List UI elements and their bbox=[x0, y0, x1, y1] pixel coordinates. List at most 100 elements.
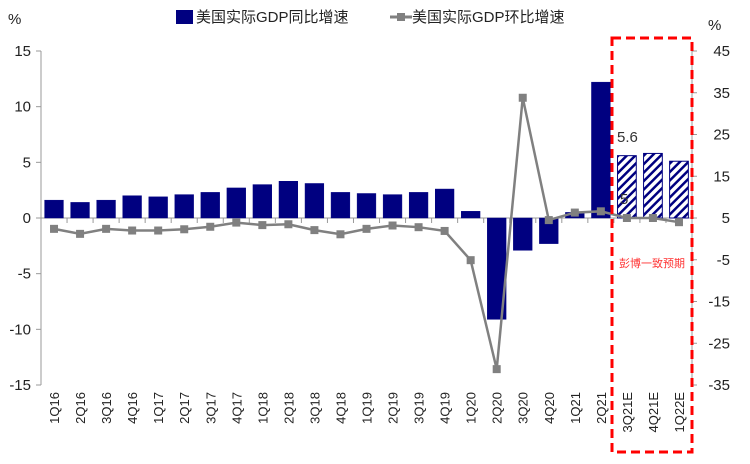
bar bbox=[174, 194, 194, 219]
bar bbox=[591, 81, 611, 219]
right-tick-label: 5 bbox=[722, 210, 730, 227]
legend-bar-swatch bbox=[176, 10, 193, 24]
bar bbox=[461, 211, 481, 219]
left-axis-unit: % bbox=[8, 11, 21, 28]
qoq-marker bbox=[284, 220, 293, 229]
x-tick-label: 3Q16 bbox=[99, 392, 114, 424]
qoq-marker bbox=[544, 216, 553, 225]
x-tick-label: 2Q16 bbox=[73, 392, 88, 424]
legend-bar-label: 美国实际GDP同比增速 bbox=[196, 9, 349, 26]
bar bbox=[408, 192, 429, 219]
qoq-marker bbox=[648, 214, 657, 222]
x-tick-label: 1Q22E bbox=[672, 392, 687, 433]
x-tick-label: 2Q17 bbox=[177, 392, 192, 424]
qoq-marker bbox=[154, 226, 163, 235]
qoq-marker bbox=[622, 214, 631, 222]
x-tick-label: 3Q19 bbox=[412, 392, 427, 424]
x-tick-label: 3Q20 bbox=[516, 392, 531, 424]
bar bbox=[513, 217, 533, 251]
right-tick-label: -35 bbox=[708, 377, 730, 394]
qoq-marker bbox=[466, 256, 475, 265]
right-tick-label: 35 bbox=[713, 85, 730, 102]
x-tick-label: 2Q18 bbox=[281, 392, 296, 424]
x-tick-label: 4Q20 bbox=[542, 392, 557, 424]
qoq-marker bbox=[128, 226, 137, 235]
left-tick-label: 0 bbox=[23, 210, 31, 227]
x-tick-label: 2Q21 bbox=[594, 392, 609, 424]
left-tick-label: -10 bbox=[9, 321, 31, 338]
bar bbox=[226, 187, 246, 219]
qoq-line bbox=[53, 97, 680, 370]
x-tick-label: 1Q20 bbox=[464, 392, 479, 424]
bar bbox=[434, 188, 455, 219]
qoq-marker bbox=[310, 226, 319, 235]
bar bbox=[382, 194, 403, 219]
qoq-marker bbox=[596, 207, 605, 216]
x-tick-label: 4Q18 bbox=[333, 392, 348, 424]
qoq-marker bbox=[232, 218, 241, 227]
qoq-marker bbox=[440, 226, 449, 235]
x-tick-label: 3Q17 bbox=[203, 392, 218, 424]
right-tick-label: -15 bbox=[708, 294, 730, 311]
legend-line-label: 美国实际GDP环比增速 bbox=[412, 9, 565, 26]
qoq-marker bbox=[258, 221, 267, 230]
x-tick-label: 1Q21 bbox=[568, 392, 583, 424]
right-tick-label: 25 bbox=[713, 127, 730, 144]
x-tick-label: 2Q20 bbox=[490, 392, 505, 424]
qoq-marker bbox=[492, 365, 501, 374]
qoq-marker bbox=[50, 224, 59, 233]
bar-data-label: 5.6 bbox=[617, 129, 638, 146]
legend: 美国实际GDP同比增速 美国实际GDP环比增速 bbox=[176, 9, 565, 26]
x-tick-label: 1Q16 bbox=[47, 392, 62, 424]
left-tick-label: 10 bbox=[14, 99, 31, 116]
x-tick-label: 4Q16 bbox=[125, 392, 140, 424]
x-tick-label: 3Q18 bbox=[307, 392, 322, 424]
bar bbox=[278, 181, 299, 219]
qoq-marker bbox=[570, 208, 579, 217]
forecast-annotation: 彭博一致预期 bbox=[619, 256, 685, 270]
qoq-marker bbox=[674, 218, 683, 227]
forecast-bar bbox=[617, 155, 637, 219]
legend-line-marker bbox=[397, 13, 405, 21]
forecast-bar bbox=[669, 160, 689, 219]
qoq-marker bbox=[336, 230, 345, 239]
qoq-marker bbox=[388, 221, 397, 230]
bar bbox=[200, 192, 220, 219]
forecast-bar bbox=[643, 152, 663, 219]
right-tick-label: 45 bbox=[713, 43, 730, 60]
right-axis-unit: % bbox=[708, 17, 721, 34]
bar bbox=[304, 183, 325, 219]
x-tick-label: 1Q19 bbox=[360, 392, 375, 424]
x-tick-label: 4Q19 bbox=[438, 392, 453, 424]
bar bbox=[70, 202, 90, 219]
qoq-marker bbox=[76, 229, 85, 238]
line-data-label: 5 bbox=[620, 191, 628, 208]
bar bbox=[44, 199, 64, 219]
x-tick-label: 2Q19 bbox=[386, 392, 401, 424]
x-tick-label: 4Q17 bbox=[229, 392, 244, 424]
bar bbox=[96, 199, 116, 219]
x-tick-label: 1Q17 bbox=[151, 392, 166, 424]
qoq-marker bbox=[414, 223, 423, 232]
bar bbox=[330, 192, 351, 219]
qoq-marker bbox=[206, 222, 215, 231]
left-tick-label: -15 bbox=[9, 377, 31, 394]
bar bbox=[148, 196, 168, 219]
bar bbox=[356, 193, 377, 219]
qoq-marker bbox=[518, 93, 527, 102]
x-tick-label: 3Q21E bbox=[620, 392, 635, 433]
qoq-marker bbox=[180, 225, 189, 234]
right-tick-label: 15 bbox=[713, 168, 730, 185]
bar bbox=[122, 195, 142, 219]
left-tick-label: 15 bbox=[14, 43, 31, 60]
bar bbox=[252, 184, 272, 219]
right-tick-label: -5 bbox=[717, 252, 730, 269]
left-tick-label: -5 bbox=[18, 266, 31, 283]
right-tick-label: -25 bbox=[708, 335, 730, 352]
qoq-marker bbox=[362, 224, 371, 233]
forecast-highlight-box bbox=[610, 36, 694, 454]
x-tick-label: 4Q21E bbox=[646, 392, 661, 433]
left-tick-label: 5 bbox=[23, 154, 31, 171]
